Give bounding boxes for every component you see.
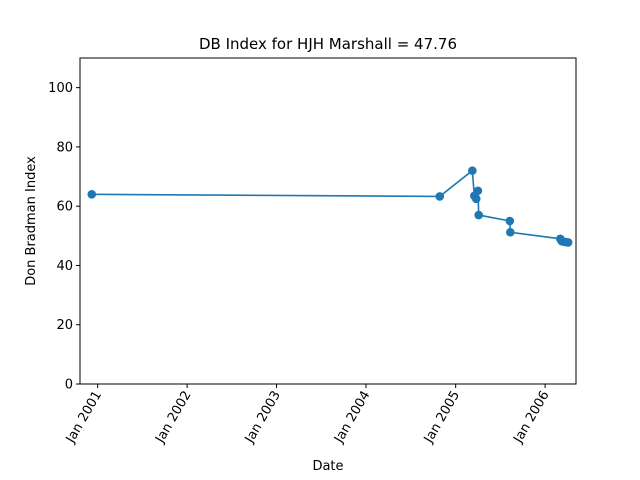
data-point — [435, 192, 445, 201]
x-tick-label: Jan 2001 — [63, 389, 105, 447]
y-tick-label: 80 — [56, 140, 73, 155]
y-tick-label: 100 — [48, 81, 73, 96]
x-tick-label: Jan 2004 — [331, 389, 373, 447]
y-tick-label: 20 — [56, 318, 73, 333]
data-point — [471, 194, 481, 204]
x-tick-label: Jan 2006 — [510, 389, 552, 447]
data-point — [505, 216, 515, 226]
series-layer — [87, 166, 573, 247]
data-point — [563, 238, 573, 247]
y-axis-label: Don Bradman Index — [24, 156, 39, 286]
plot-area — [80, 58, 576, 384]
data-point — [474, 210, 484, 220]
x-tick-label: Jan 2005 — [421, 389, 463, 447]
data-point — [468, 166, 477, 175]
y-tick-label: 40 — [56, 259, 73, 274]
data-point — [506, 227, 515, 237]
x-tick-label: Jan 2003 — [242, 389, 284, 447]
data-point — [87, 190, 97, 199]
data-point — [473, 186, 483, 196]
x-axis: Jan 2001 Jan 2002 Jan 2003 Jan 2004 Jan 2005… — [63, 384, 553, 446]
y-axis: 0 20 40 60 80 100 — [48, 81, 80, 393]
y-tick-label: 60 — [56, 200, 73, 215]
plot-frame — [79, 57, 577, 385]
x-tick-label: Jan 2002 — [152, 389, 194, 447]
x-axis-label: Date — [312, 459, 343, 474]
chart-title: DB Index for HJH Marshall = 47.76 — [199, 35, 457, 53]
y-tick-label: 0 — [65, 378, 73, 393]
